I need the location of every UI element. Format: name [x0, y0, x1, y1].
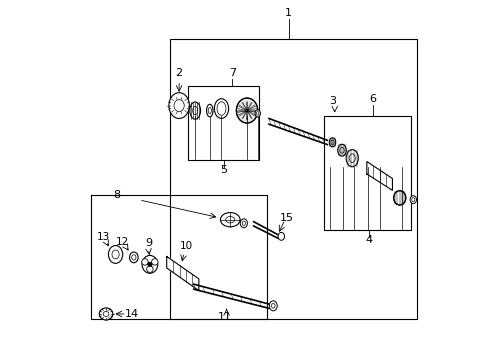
Ellipse shape	[99, 308, 113, 320]
Text: 12: 12	[116, 237, 129, 247]
Polygon shape	[366, 162, 392, 190]
Ellipse shape	[393, 191, 405, 205]
Ellipse shape	[236, 98, 257, 123]
Text: 1: 1	[285, 8, 292, 18]
Bar	[170, 39, 416, 319]
Text: 11: 11	[218, 312, 232, 322]
Text: 8: 8	[113, 190, 121, 200]
Ellipse shape	[206, 104, 213, 117]
Ellipse shape	[337, 144, 346, 156]
Ellipse shape	[278, 233, 284, 240]
Ellipse shape	[269, 301, 277, 311]
Circle shape	[146, 266, 153, 273]
Ellipse shape	[142, 255, 158, 273]
Text: 2: 2	[175, 68, 183, 78]
Ellipse shape	[220, 212, 240, 227]
Ellipse shape	[328, 138, 335, 147]
Ellipse shape	[168, 93, 189, 118]
Ellipse shape	[240, 219, 247, 228]
Circle shape	[147, 262, 152, 266]
Ellipse shape	[189, 102, 200, 119]
Ellipse shape	[108, 246, 122, 264]
Circle shape	[142, 259, 148, 265]
Polygon shape	[166, 256, 199, 291]
Text: 14: 14	[124, 309, 139, 319]
Bar	[187, 86, 259, 160]
Ellipse shape	[214, 99, 228, 118]
Circle shape	[151, 259, 158, 265]
Ellipse shape	[129, 252, 138, 263]
Text: 7: 7	[228, 68, 236, 78]
Text: 3: 3	[328, 96, 335, 105]
Bar	[323, 116, 410, 230]
Text: 5: 5	[220, 165, 227, 175]
Text: 13: 13	[97, 231, 110, 242]
Text: 6: 6	[368, 94, 375, 104]
Text: 9: 9	[144, 238, 152, 248]
Text: 4: 4	[365, 234, 372, 244]
Ellipse shape	[346, 150, 358, 167]
Text: 10: 10	[180, 242, 193, 252]
Ellipse shape	[255, 110, 260, 117]
Ellipse shape	[409, 196, 416, 203]
Text: 15: 15	[279, 213, 293, 223]
